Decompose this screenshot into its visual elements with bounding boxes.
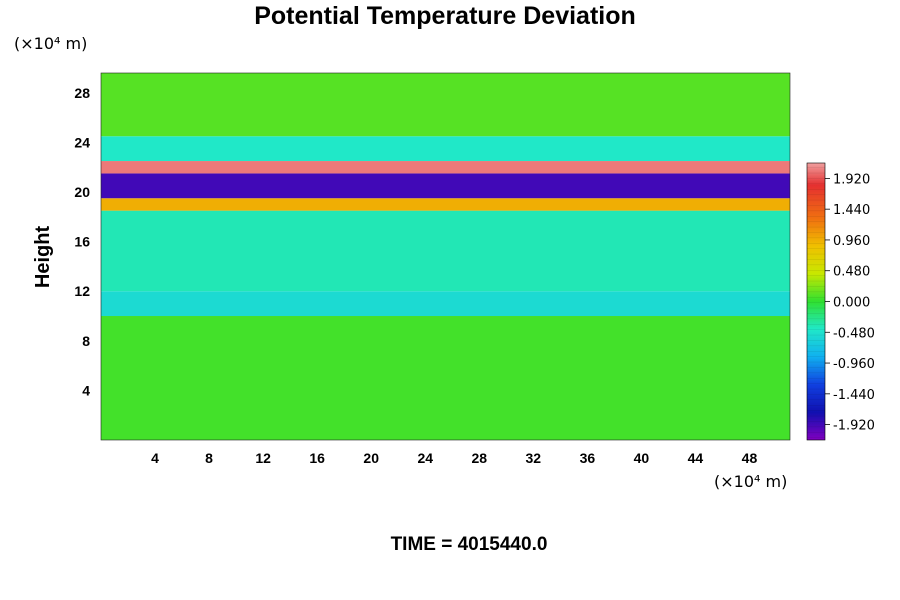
x-tick-label: 32 — [526, 450, 542, 466]
colorbar-tick-label: -0.960 — [833, 357, 875, 372]
x-unit-label: (×10⁴ m) — [714, 472, 787, 491]
colorbar-levels — [807, 163, 825, 440]
x-tick-label: 44 — [688, 450, 704, 466]
field-band-4 — [101, 198, 790, 211]
x-axis-ticks: 4 8 12 16 20 24 28 32 36 40 44 48 — [151, 450, 757, 466]
x-tick-label: 12 — [255, 450, 271, 466]
field-band-6 — [101, 161, 790, 174]
colorbar-tick-label: -1.920 — [833, 419, 875, 434]
y-tick-label: 24 — [74, 134, 90, 150]
heatmap-plot-area — [101, 73, 790, 440]
time-label: TIME = 4015440.0 — [391, 534, 548, 555]
y-tick-label: 8 — [82, 333, 90, 349]
colorbar-tick-label: 0.000 — [833, 296, 870, 311]
field-band-3 — [101, 210, 790, 292]
x-tick-label: 4 — [151, 450, 159, 466]
colorbar-tick-label: -0.480 — [833, 326, 875, 341]
field-band-2 — [101, 291, 790, 317]
x-tick-label: 20 — [363, 450, 379, 466]
x-tick-label: 48 — [742, 450, 758, 466]
colorbar-tick-label: 1.920 — [833, 172, 870, 187]
x-tick-label: 40 — [634, 450, 650, 466]
colorbar-tick-label: 1.440 — [833, 203, 870, 218]
y-tick-label: 16 — [74, 234, 90, 250]
field-band-5 — [101, 173, 790, 199]
y-tick-label: 12 — [74, 283, 90, 299]
y-tick-label: 4 — [82, 382, 90, 398]
y-unit-label: (×10⁴ m) — [14, 34, 87, 53]
y-axis-ticks: 4 8 12 16 20 24 28 — [74, 85, 90, 399]
x-tick-label: 28 — [471, 450, 487, 466]
colorbar-ticks: 1.920 1.440 0.960 0.480 0.000 -0.480 -0.960 -1.… — [825, 172, 875, 434]
y-axis-label: Height — [32, 226, 54, 289]
y-tick-label: 28 — [74, 85, 90, 101]
colorbar-tick-label: -1.440 — [833, 388, 875, 403]
x-tick-label: 8 — [205, 450, 213, 466]
colorbar: 1.920 1.440 0.960 0.480 0.000 -0.480 -0.960 -1.… — [806, 162, 875, 441]
field-band-1 — [101, 316, 790, 440]
colorbar-tick-label: 0.480 — [833, 265, 870, 280]
colorbar-tick-label: 0.960 — [833, 234, 870, 249]
field-band-8 — [101, 73, 790, 137]
field-band-7 — [101, 136, 790, 162]
plot-frame — [100, 72, 791, 441]
chart-title: Potential Temperature Deviation — [254, 2, 636, 30]
y-tick-label: 20 — [74, 184, 90, 200]
x-tick-label: 24 — [417, 450, 433, 466]
x-tick-label: 16 — [309, 450, 325, 466]
x-tick-label: 36 — [580, 450, 596, 466]
